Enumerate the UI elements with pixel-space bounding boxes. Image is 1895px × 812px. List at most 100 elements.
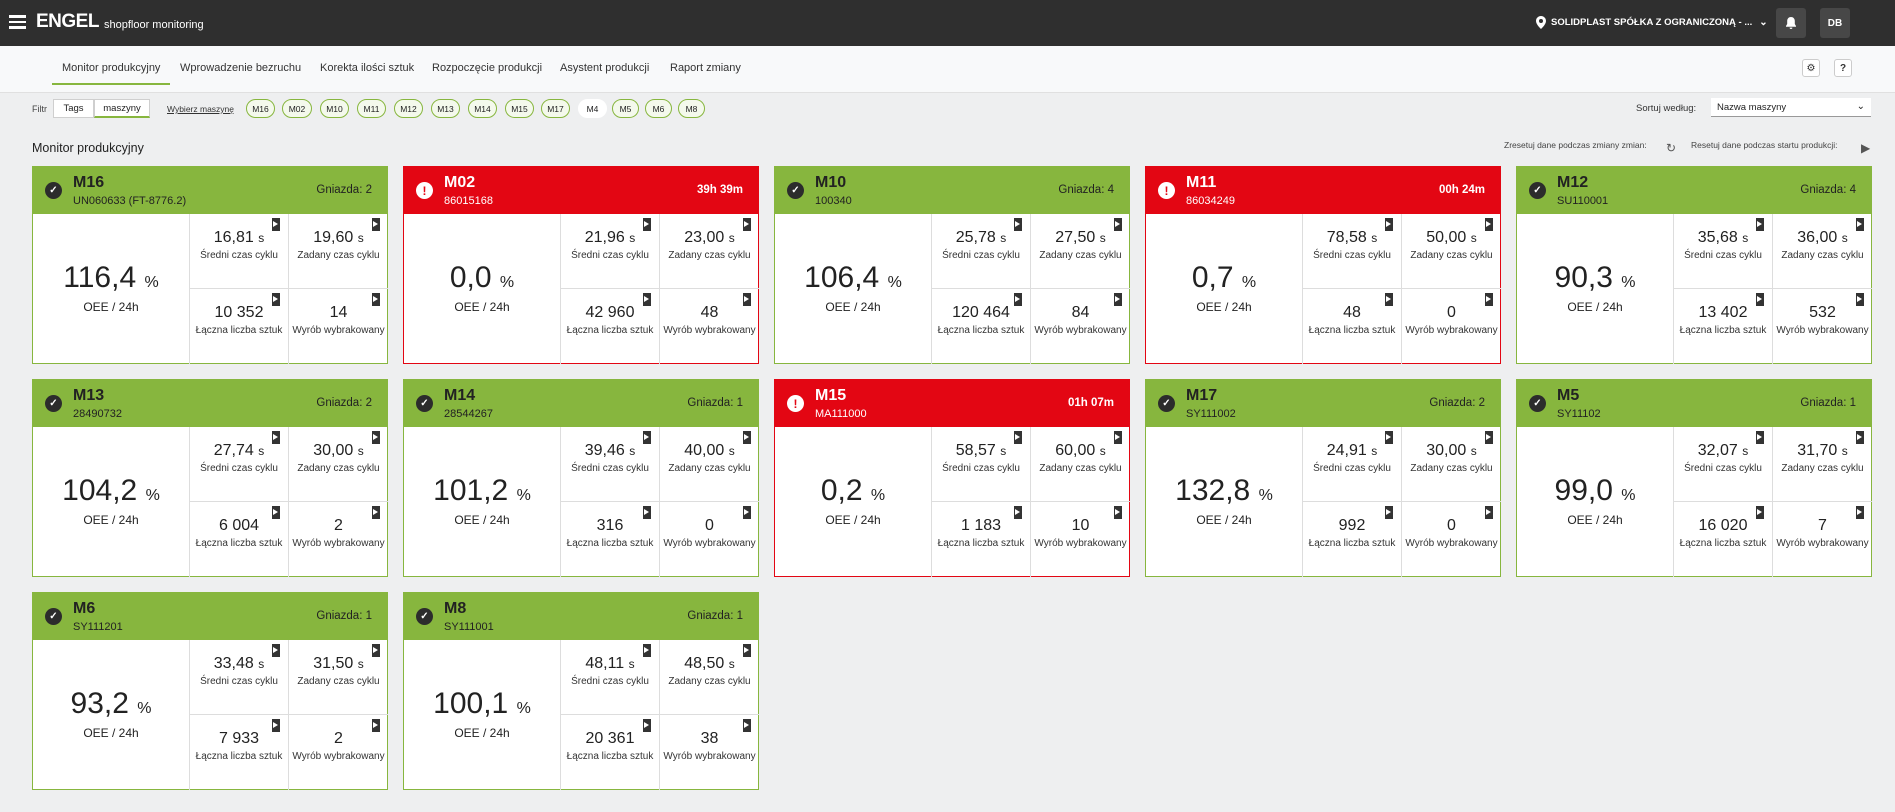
arrow-icon[interactable]: [743, 719, 751, 732]
machine-chip[interactable]: M13: [431, 99, 460, 118]
machine-chip[interactable]: M16: [246, 99, 275, 118]
machine-card[interactable]: ✓ M13 28490732 Gniazda: 2 104,2 % OEE / …: [32, 379, 388, 577]
arrow-icon[interactable]: [1014, 293, 1022, 306]
arrow-icon[interactable]: [1485, 506, 1493, 519]
arrow-icon[interactable]: [743, 644, 751, 657]
machine-chip[interactable]: M12: [394, 99, 423, 118]
arrow-icon[interactable]: [643, 506, 651, 519]
arrow-icon[interactable]: [1114, 506, 1122, 519]
machine-card[interactable]: ✓ M12 SU110001 Gniazda: 4 90,3 % OEE / 2…: [1516, 166, 1872, 364]
total-count-label: Łączna liczba sztuk: [1308, 538, 1396, 549]
arrow-icon[interactable]: [1485, 293, 1493, 306]
machine-card[interactable]: ✓ M14 28544267 Gniazda: 1 101,2 % OEE / …: [403, 379, 759, 577]
arrow-icon[interactable]: [1856, 506, 1864, 519]
machine-chip[interactable]: M02: [282, 99, 312, 118]
machine-card[interactable]: ✓ M17 SY111002 Gniazda: 2 132,8 % OEE / …: [1145, 379, 1501, 577]
tab-korekta-ilosci-sztuk[interactable]: Korekta ilości sztuk: [320, 62, 415, 74]
arrow-icon[interactable]: [1014, 506, 1022, 519]
arrow-icon[interactable]: [643, 218, 651, 231]
help-button[interactable]: ?: [1834, 59, 1852, 77]
machine-card[interactable]: ✓ M16 UN060633 (FT-8776.2) Gniazda: 2 11…: [32, 166, 388, 364]
arrow-icon[interactable]: [372, 719, 380, 732]
arrow-icon[interactable]: [643, 293, 651, 306]
arrow-icon[interactable]: [272, 644, 280, 657]
arrow-icon[interactable]: [1485, 218, 1493, 231]
arrow-icon[interactable]: [643, 644, 651, 657]
machine-name: M11: [1186, 174, 1217, 191]
notifications-button[interactable]: [1776, 8, 1806, 38]
machine-chip[interactable]: M10: [320, 99, 349, 118]
arrow-icon[interactable]: [272, 218, 280, 231]
machine-chip[interactable]: M14: [468, 99, 497, 118]
machine-card[interactable]: ! M11 86034249 00h 24m 0,7 % OEE / 24h 7…: [1145, 166, 1501, 364]
arrow-icon[interactable]: [1856, 218, 1864, 231]
arrow-icon[interactable]: [1385, 293, 1393, 306]
machine-chip[interactable]: M5: [612, 99, 639, 118]
arrow-icon[interactable]: [1114, 431, 1122, 444]
machine-card[interactable]: ! M15 MA111000 01h 07m 0,2 % OEE / 24h 5…: [774, 379, 1130, 577]
gear-icon: ⚙: [1806, 62, 1816, 74]
machine-chip[interactable]: M4: [578, 99, 607, 118]
location-selector[interactable]: SOLIDPLAST SPÓŁKA Z OGRANICZONĄ - ... ⌄: [1536, 16, 1768, 29]
choose-machine-link[interactable]: Wybierz maszynę: [167, 104, 234, 114]
reset-start-icon[interactable]: ▶: [1861, 141, 1871, 155]
arrow-icon[interactable]: [1756, 218, 1764, 231]
arrow-icon[interactable]: [743, 431, 751, 444]
arrow-icon[interactable]: [1385, 218, 1393, 231]
arrow-icon[interactable]: [1756, 506, 1764, 519]
arrow-icon[interactable]: [272, 719, 280, 732]
machine-card[interactable]: ✓ M8 SY111001 Gniazda: 1 100,1 % OEE / 2…: [403, 592, 759, 790]
machine-chip[interactable]: M8: [678, 99, 705, 118]
machine-card[interactable]: ✓ M10 100340 Gniazda: 4 106,4 % OEE / 24…: [774, 166, 1130, 364]
arrow-icon[interactable]: [1856, 431, 1864, 444]
unit-label: s: [1841, 231, 1848, 245]
machine-card[interactable]: ✓ M5 SY11102 Gniazda: 1 99,0 % OEE / 24h…: [1516, 379, 1872, 577]
machine-card[interactable]: ! M02 86015168 39h 39m 0,0 % OEE / 24h 2…: [403, 166, 759, 364]
machine-chip[interactable]: M11: [357, 99, 386, 118]
oee-value: 0,2: [820, 474, 863, 507]
arrow-icon[interactable]: [743, 506, 751, 519]
machine-chip[interactable]: M6: [645, 99, 672, 118]
machine-chip[interactable]: M15: [505, 99, 534, 118]
arrow-icon[interactable]: [1014, 431, 1022, 444]
arrow-icon[interactable]: [1485, 431, 1493, 444]
tab-monitor-produkcyjny[interactable]: Monitor produkcyjny: [62, 62, 161, 74]
tab-rozpoczecie-produkcji[interactable]: Rozpoczęcie produkcji: [432, 62, 543, 74]
tab-wprowadzenie-bezruchu[interactable]: Wprowadzenie bezruchu: [180, 62, 302, 74]
arrow-icon[interactable]: [743, 218, 751, 231]
arrow-icon[interactable]: [372, 293, 380, 306]
tab-raport-zmiany[interactable]: Raport zmiany: [670, 62, 741, 74]
user-avatar-button[interactable]: DB: [1820, 8, 1850, 38]
reset-shift-icon[interactable]: ↻: [1666, 141, 1677, 155]
arrow-icon[interactable]: [372, 218, 380, 231]
arrow-icon[interactable]: [643, 719, 651, 732]
settings-button[interactable]: ⚙: [1802, 59, 1820, 77]
arrow-icon[interactable]: [643, 431, 651, 444]
avg-cycle-label: Średni czas cyklu: [1684, 250, 1762, 261]
arrow-icon[interactable]: [1014, 218, 1022, 231]
tab-asystent-produkcji[interactable]: Asystent produkcji: [560, 62, 650, 74]
arrow-icon[interactable]: [272, 506, 280, 519]
arrow-icon[interactable]: [372, 506, 380, 519]
arrow-icon[interactable]: [743, 293, 751, 306]
machine-card[interactable]: ✓ M6 SY111201 Gniazda: 1 93,2 % OEE / 24…: [32, 592, 388, 790]
arrow-icon[interactable]: [372, 644, 380, 657]
rejected-count-value: 2: [334, 517, 343, 534]
segment-maszyny[interactable]: maszyny: [94, 99, 150, 118]
arrow-icon[interactable]: [1756, 293, 1764, 306]
sort-select[interactable]: Nazwa maszyny ⌄: [1711, 98, 1871, 117]
arrow-icon[interactable]: [372, 431, 380, 444]
arrow-icon[interactable]: [1385, 431, 1393, 444]
arrow-icon[interactable]: [272, 293, 280, 306]
arrow-icon[interactable]: [1114, 293, 1122, 306]
avg-cycle: 33,48 s Średni czas cyklu: [190, 640, 289, 715]
machine-chip[interactable]: M17: [541, 99, 570, 118]
arrow-icon[interactable]: [1756, 431, 1764, 444]
arrow-icon[interactable]: [1114, 218, 1122, 231]
arrow-icon[interactable]: [1856, 293, 1864, 306]
arrow-icon[interactable]: [1385, 506, 1393, 519]
segment-tags[interactable]: Tags: [53, 99, 94, 118]
hamburger-menu-icon[interactable]: [9, 15, 26, 29]
arrow-icon[interactable]: [272, 431, 280, 444]
order-number: SY111201: [73, 621, 123, 633]
